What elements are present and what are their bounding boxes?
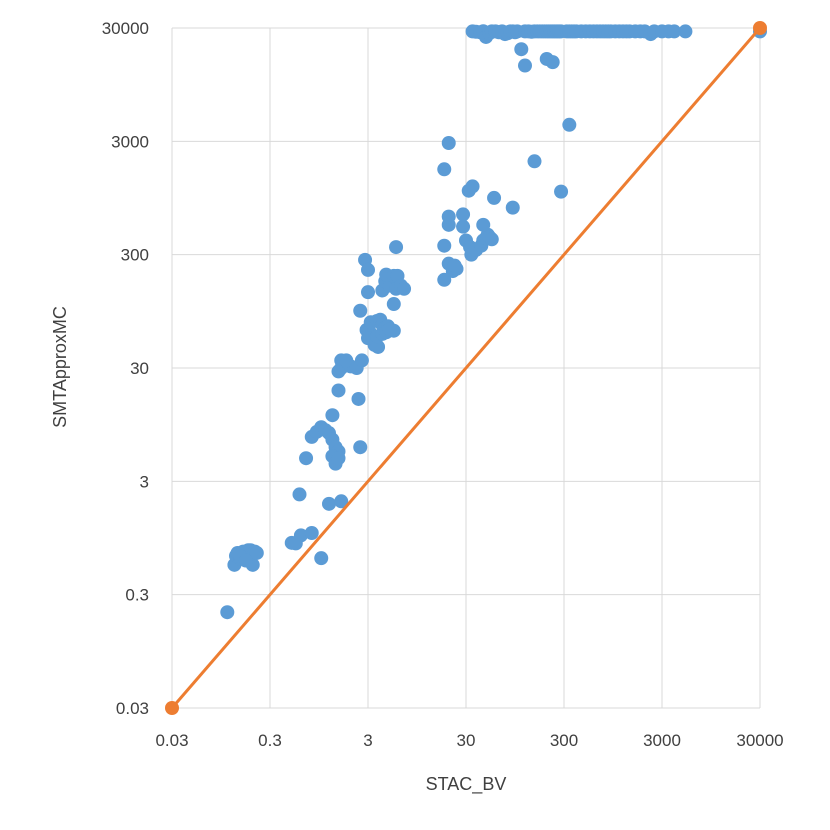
- diagonal-endpoint: [753, 21, 767, 35]
- data-point: [293, 528, 308, 543]
- data-point: [554, 184, 569, 199]
- data-point: [527, 154, 542, 169]
- data-point: [456, 219, 471, 234]
- data-point: [505, 200, 520, 215]
- y-axis-ticks: 0.03 0.3 3 30 300 3000 30000: [102, 19, 149, 718]
- diagonal-line: [165, 21, 767, 715]
- data-point: [304, 526, 319, 541]
- x-tick-label: 3000: [643, 731, 681, 750]
- y-tick-label: 3000: [111, 132, 149, 151]
- data-point: [389, 240, 404, 255]
- x-tick-label: 3: [363, 731, 372, 750]
- x-tick-label: 30: [457, 731, 476, 750]
- diagonal-series-line: [170, 27, 762, 709]
- data-point: [437, 238, 452, 253]
- y-tick-label: 30000: [102, 19, 149, 38]
- data-point: [437, 162, 452, 177]
- data-point: [325, 408, 340, 423]
- data-point: [238, 553, 253, 568]
- data-point: [437, 272, 452, 287]
- data-point: [292, 487, 307, 502]
- y-tick-label: 300: [121, 246, 149, 265]
- data-point: [382, 322, 397, 337]
- x-tick-label: 0.03: [155, 731, 188, 750]
- diagonal-endpoint: [165, 701, 179, 715]
- data-point: [447, 258, 462, 273]
- y-tick-label: 30: [130, 359, 149, 378]
- data-point: [397, 281, 412, 296]
- data-point: [314, 551, 329, 566]
- x-axis-ticks: 0.03 0.3 3 30 300 3000 30000: [155, 731, 783, 750]
- data-point: [514, 42, 529, 57]
- data-point: [562, 117, 577, 132]
- data-point: [371, 339, 386, 354]
- data-point: [456, 207, 471, 222]
- data-point: [353, 440, 368, 455]
- data-point: [331, 383, 346, 398]
- x-tick-label: 300: [550, 731, 578, 750]
- data-point: [299, 451, 314, 466]
- y-axis-title: SMTApproxMC: [50, 306, 70, 428]
- data-point: [334, 494, 349, 509]
- y-tick-label: 3: [140, 472, 149, 491]
- data-point: [441, 136, 456, 151]
- data-point: [353, 303, 368, 318]
- data-point: [331, 451, 346, 466]
- y-tick-label: 0.03: [116, 699, 149, 718]
- data-point: [322, 496, 337, 511]
- x-tick-label: 0.3: [258, 731, 282, 750]
- data-point: [484, 232, 499, 247]
- data-point: [220, 605, 235, 620]
- data-points: [220, 24, 767, 620]
- data-point: [518, 58, 533, 73]
- data-point: [667, 24, 682, 39]
- data-point: [465, 179, 480, 194]
- data-point: [339, 353, 354, 368]
- x-tick-label: 30000: [736, 731, 783, 750]
- data-point: [441, 209, 456, 224]
- data-point: [249, 545, 264, 560]
- data-point: [545, 55, 560, 70]
- data-point: [354, 353, 369, 368]
- data-point: [361, 262, 375, 277]
- data-point: [386, 297, 401, 312]
- data-point: [476, 217, 491, 232]
- data-point: [678, 24, 693, 39]
- data-point: [351, 391, 366, 406]
- data-point: [487, 190, 502, 205]
- data-point: [361, 285, 375, 300]
- x-axis-title: STAC_BV: [426, 774, 507, 795]
- y-tick-label: 0.3: [125, 586, 149, 605]
